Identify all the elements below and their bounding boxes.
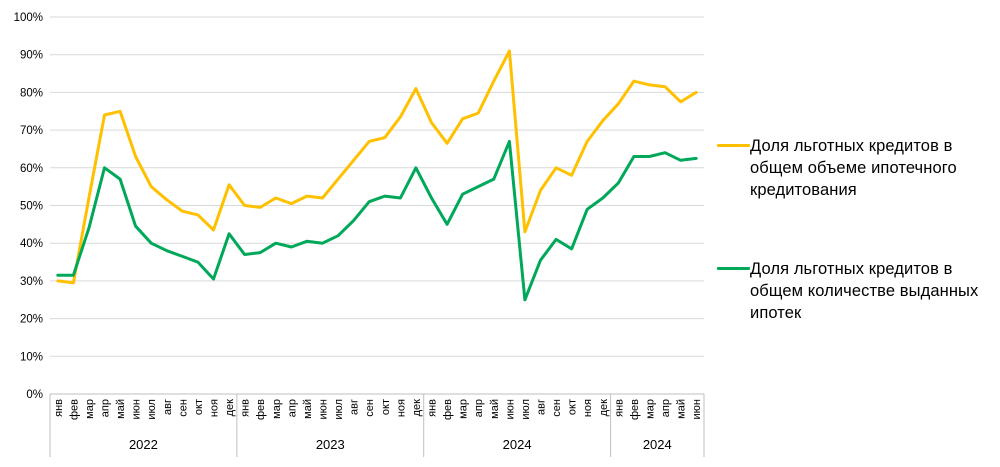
x-year-label: 2022 xyxy=(129,437,158,452)
legend-line-swatch-green xyxy=(717,267,750,270)
chart-legend: Доля льготных кредитов в общем объеме ип… xyxy=(717,135,978,324)
x-month-label: фев xyxy=(442,399,454,420)
x-month-label: май xyxy=(489,399,501,419)
series-line-volume xyxy=(56,49,698,285)
x-month-label: сен xyxy=(364,399,376,417)
x-month-label: фев xyxy=(68,399,80,420)
chart-area: 0% 10% 20% 30% 40% 50% 60% 70% 80% 90% 100% янв фев м… xyxy=(14,12,705,457)
legend-label-volume: Доля льготных кредитов в общем объеме ип… xyxy=(750,137,957,199)
x-month-label: июл xyxy=(146,399,158,420)
x-month-label: июн xyxy=(691,399,703,419)
x-month-label: апр xyxy=(100,399,112,417)
x-month-label: ноя xyxy=(395,399,407,417)
x-month-label: дек xyxy=(598,399,610,417)
x-month-label: янв xyxy=(427,399,439,417)
x-month-label: янв xyxy=(613,399,625,417)
x-month-label: июл xyxy=(520,399,532,420)
x-month-label: янв xyxy=(240,399,252,417)
x-year-label: 2023 xyxy=(316,437,345,452)
x-month-label: июн xyxy=(318,399,330,419)
x-month-label: июн xyxy=(131,399,143,419)
y-tick-label: 50% xyxy=(20,201,43,213)
y-tick-label: 20% xyxy=(20,314,43,326)
x-month-label: авг xyxy=(349,399,361,415)
x-month-label: мар xyxy=(271,399,283,419)
x-month-label: окт xyxy=(567,399,579,415)
legend-label-count: Доля льготных кредитов в общем количеств… xyxy=(750,260,979,322)
x-month-label: апр xyxy=(660,399,672,417)
x-month-label: мар xyxy=(458,399,470,419)
x-year-label: 2024 xyxy=(503,437,532,452)
x-month-label: сен xyxy=(177,399,189,417)
x-month-label: май xyxy=(676,399,688,419)
legend-item-volume: Доля льготных кредитов в общем объеме ип… xyxy=(717,135,978,201)
y-tick-label: 10% xyxy=(20,351,43,363)
x-month-label: янв xyxy=(53,399,65,417)
x-month-label: ноя xyxy=(209,399,221,417)
x-month-label: фев xyxy=(255,399,267,420)
x-month-label: окт xyxy=(380,399,392,415)
y-tick-label: 40% xyxy=(20,238,43,250)
y-tick-label: 70% xyxy=(20,125,43,137)
series-line-count xyxy=(56,139,698,302)
x-month-label: окт xyxy=(193,399,205,415)
y-tick-label: 0% xyxy=(26,389,43,401)
x-month-label: фев xyxy=(629,399,641,420)
y-tick-label: 30% xyxy=(20,276,43,288)
x-month-label: май xyxy=(115,399,127,419)
x-month-label: авг xyxy=(162,399,174,415)
x-month-label: июн xyxy=(504,399,516,419)
line-chart: 0%10%20%30%40%50%60%70%80%90%100%янв фев м… xyxy=(14,12,705,457)
x-month-label: сен xyxy=(551,399,563,417)
x-month-label: апр xyxy=(286,399,298,417)
x-month-label: ноя xyxy=(582,399,594,417)
x-month-label: май xyxy=(302,399,314,419)
x-month-label: дек xyxy=(224,399,236,417)
y-tick-label: 60% xyxy=(20,163,43,175)
y-tick-label: 100% xyxy=(14,12,43,24)
x-month-label: апр xyxy=(473,399,485,417)
legend-item-count: Доля льготных кредитов в общем количеств… xyxy=(717,258,978,324)
x-month-label: мар xyxy=(84,399,96,419)
x-month-label: дек xyxy=(411,399,423,417)
x-month-label: июл xyxy=(333,399,345,420)
y-tick-label: 90% xyxy=(20,50,43,62)
x-year-label: 2024 xyxy=(643,437,672,452)
x-month-label: авг xyxy=(536,399,548,415)
x-month-label: мар xyxy=(645,399,657,419)
y-tick-label: 80% xyxy=(20,87,43,99)
legend-line-swatch-yellow xyxy=(717,144,750,147)
